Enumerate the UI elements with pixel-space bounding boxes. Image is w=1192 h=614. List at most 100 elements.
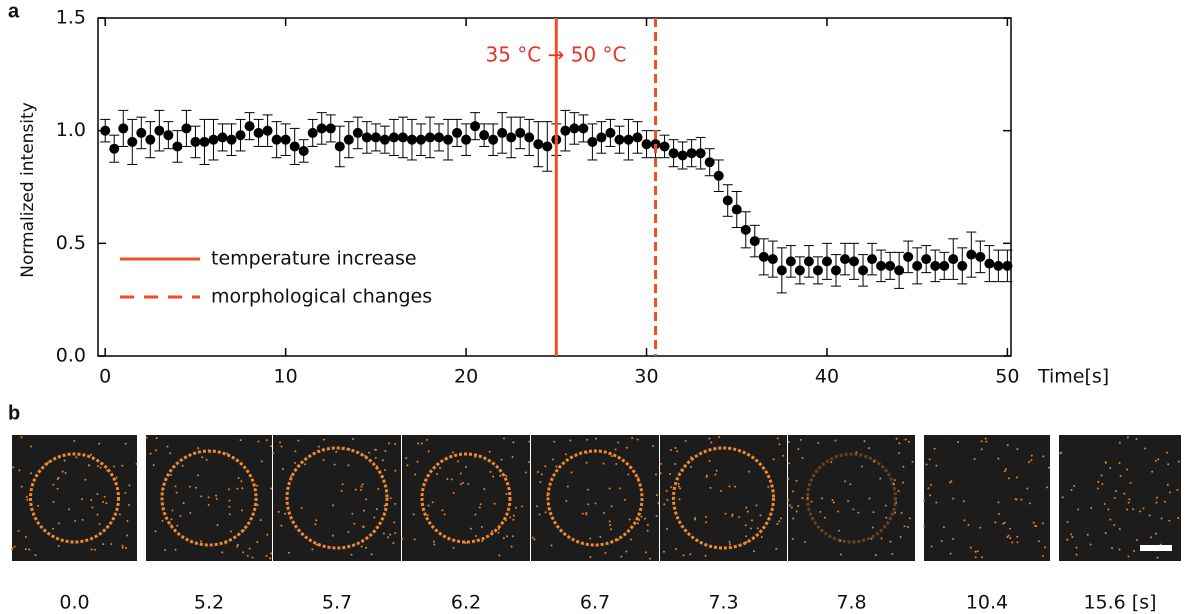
noise-dot: [1071, 536, 1074, 539]
noise-dot: [300, 506, 303, 509]
noise-dot: [511, 535, 514, 538]
noise-dot: [99, 466, 102, 469]
noise-dot: [171, 509, 174, 512]
noise-dot: [370, 553, 373, 556]
noise-dot: [1135, 438, 1138, 441]
noise-dot: [375, 508, 378, 511]
noise-dot: [1073, 484, 1076, 487]
noise-dot: [94, 548, 97, 551]
noise-dot: [746, 510, 749, 513]
noise-dot: [980, 448, 983, 451]
noise-dot: [538, 513, 541, 516]
noise-dot: [90, 548, 93, 551]
noise-dot: [135, 462, 138, 465]
noise-dot: [625, 550, 628, 553]
y-tick-label: 1.0: [56, 119, 86, 141]
data-point: [830, 265, 841, 276]
noise-dot: [124, 491, 127, 494]
noise-dot: [509, 516, 512, 519]
noise-dot: [787, 441, 790, 444]
noise-dot: [52, 500, 55, 503]
noise-dot: [631, 437, 634, 440]
noise-dot: [720, 489, 723, 492]
legend-label: morphological changes: [211, 286, 432, 308]
vesicle-ring: [806, 452, 897, 544]
noise-dot: [872, 511, 875, 514]
noise-dot: [603, 511, 606, 514]
noise-dot: [821, 497, 824, 500]
noise-dot: [1142, 507, 1145, 510]
noise-dot: [446, 478, 449, 481]
noise-dot: [795, 479, 798, 482]
noise-dot: [787, 498, 790, 501]
noise-dot: [502, 537, 505, 540]
noise-dot: [617, 441, 620, 444]
noise-dot: [782, 454, 785, 457]
noise-dot: [492, 475, 495, 478]
data-point: [596, 132, 607, 143]
data-point: [533, 139, 544, 150]
noise-dot: [56, 487, 59, 490]
noise-dot: [241, 487, 244, 490]
noise-dot: [819, 510, 822, 513]
noise-dot: [1100, 474, 1103, 477]
noise-dot: [1009, 537, 1012, 540]
noise-dot: [34, 554, 37, 557]
noise-dot: [1163, 500, 1166, 503]
noise-dot: [176, 524, 179, 527]
noise-dot: [1104, 532, 1107, 535]
noise-dot: [1020, 498, 1023, 501]
noise-dot: [636, 438, 639, 441]
noise-dot: [928, 458, 931, 461]
noise-dot: [1066, 521, 1069, 524]
noise-dot: [128, 503, 131, 506]
noise-dot: [450, 478, 453, 481]
noise-dot: [718, 436, 721, 439]
noise-dot: [189, 511, 192, 514]
noise-dot: [1041, 522, 1044, 525]
noise-dot: [37, 504, 40, 507]
noise-dot: [91, 506, 94, 509]
noise-dot: [215, 494, 218, 497]
noise-dot: [229, 530, 232, 533]
noise-dot: [205, 458, 208, 461]
noise-dot: [17, 529, 20, 532]
noise-dot: [81, 498, 84, 501]
image-dots: [401, 437, 531, 557]
noise-dot: [1011, 541, 1014, 544]
noise-dot: [997, 501, 1000, 504]
noise-dot: [927, 487, 930, 490]
noise-dot: [772, 458, 775, 461]
noise-dot: [1133, 549, 1136, 552]
noise-dot: [788, 504, 791, 507]
noise-dot: [236, 543, 239, 546]
data-point: [118, 123, 129, 134]
noise-dot: [197, 474, 200, 477]
noise-dot: [103, 495, 106, 498]
noise-dot: [281, 467, 284, 470]
noise-dot: [624, 498, 627, 501]
noise-dot: [1154, 459, 1157, 462]
noise-dot: [331, 534, 334, 537]
noise-dot: [389, 533, 392, 536]
noise-dot: [867, 447, 870, 450]
noise-dot: [608, 487, 611, 490]
noise-dot: [738, 515, 741, 518]
noise-dot: [155, 437, 158, 440]
noise-dot: [984, 437, 987, 440]
noise-dot: [1030, 454, 1033, 457]
noise-dot: [715, 469, 718, 472]
image-frame: [531, 435, 659, 561]
noise-dot: [1015, 476, 1018, 479]
image-frame: [273, 435, 401, 561]
noise-dot: [1127, 501, 1130, 504]
data-point: [298, 145, 309, 156]
x-tick-label: 10: [274, 366, 298, 388]
noise-dot: [844, 480, 847, 483]
noise-dot: [980, 556, 983, 559]
noise-dot: [207, 496, 210, 499]
noise-dot: [636, 522, 639, 525]
noise-dot: [121, 544, 124, 547]
noise-dot: [1127, 555, 1130, 558]
noise-dot: [760, 536, 763, 539]
